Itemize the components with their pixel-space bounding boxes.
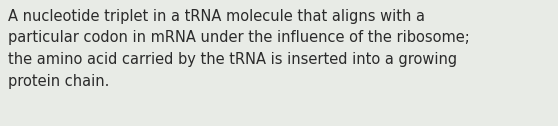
Text: A nucleotide triplet in a tRNA molecule that aligns with a
particular codon in m: A nucleotide triplet in a tRNA molecule … bbox=[8, 9, 470, 89]
